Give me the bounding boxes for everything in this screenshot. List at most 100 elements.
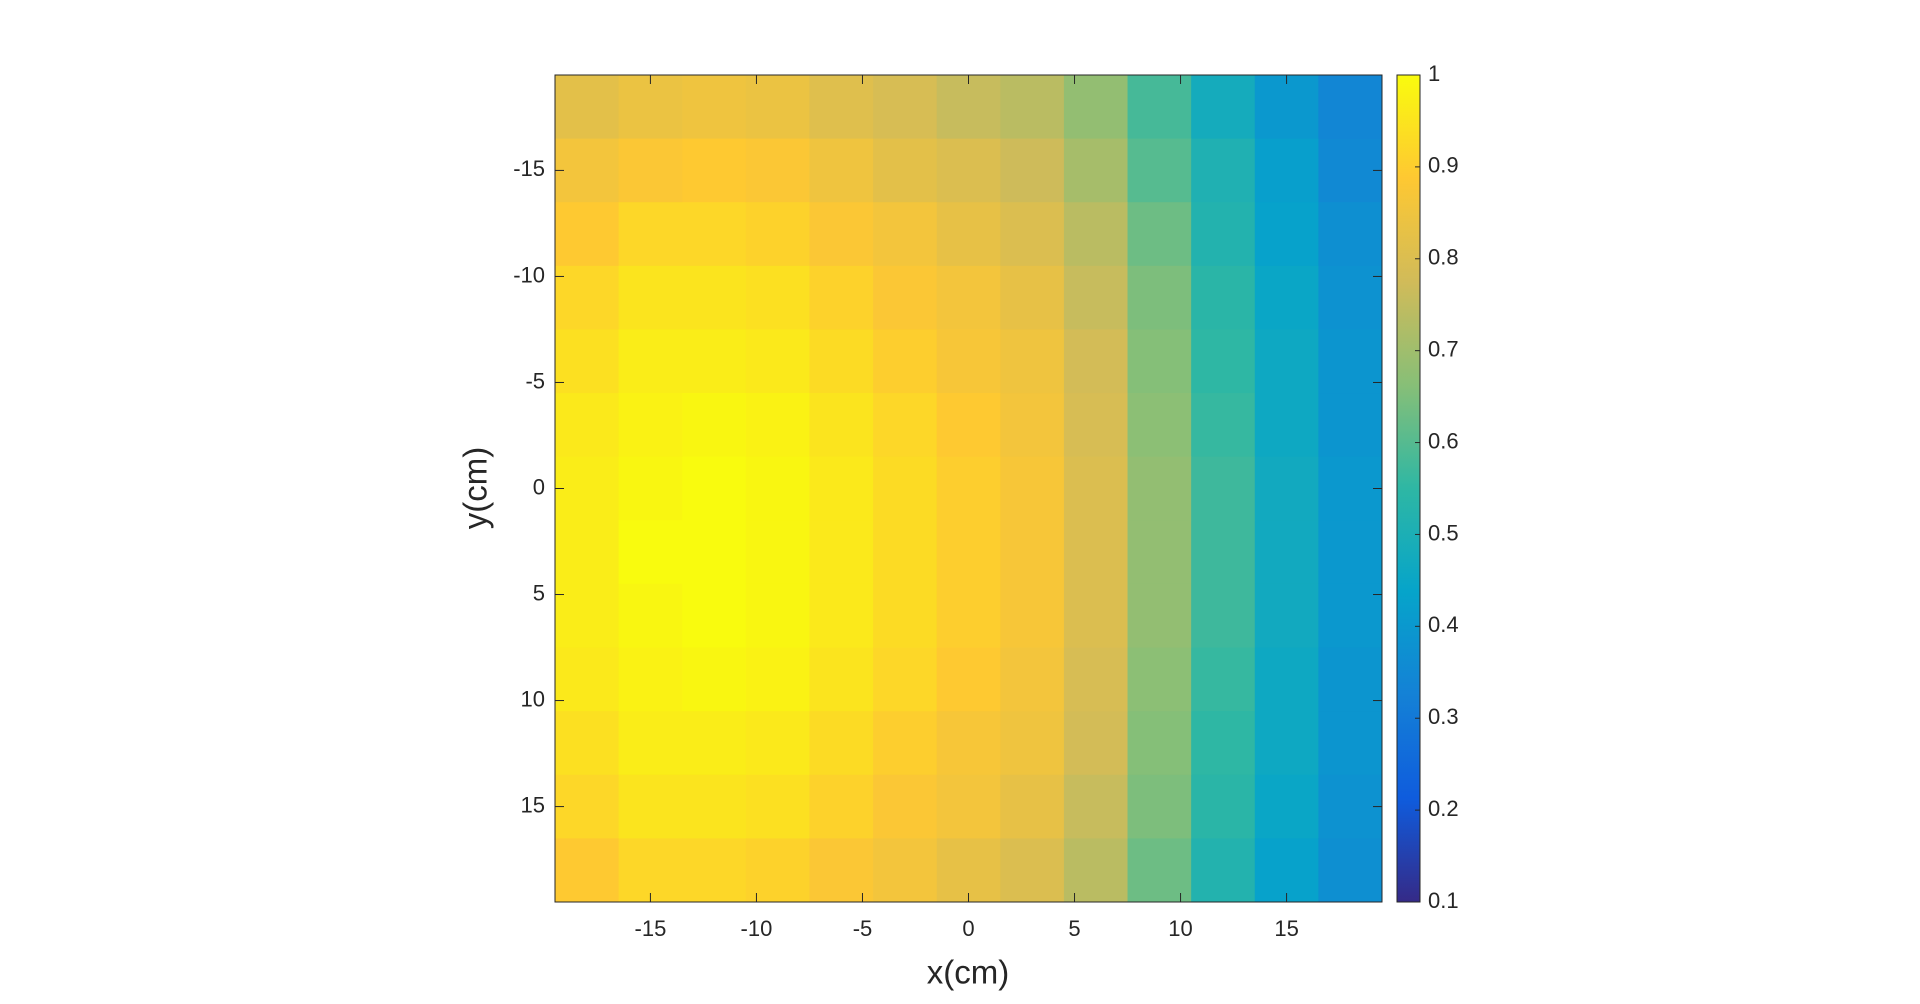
x-tick-label: 0: [962, 916, 974, 941]
heat-cell: [809, 583, 874, 649]
x-tick-label: -5: [853, 916, 873, 941]
heat-cell: [618, 647, 683, 712]
heat-cell: [618, 520, 683, 585]
heat-cell: [1191, 838, 1256, 903]
heat-cell: [618, 329, 683, 394]
heat-cell: [1191, 583, 1256, 649]
heat-cell: [936, 774, 1001, 839]
heat-cell: [809, 711, 874, 776]
y-tick-label: -15: [513, 156, 545, 181]
heat-cell: [936, 583, 1001, 649]
heat-cell: [682, 774, 747, 839]
heat-cell: [745, 393, 810, 458]
heat-cell: [555, 456, 620, 521]
heat-cell: [1000, 711, 1065, 776]
heat-cell: [1254, 583, 1319, 649]
heat-cell: [873, 329, 938, 394]
heat-cell: [1191, 393, 1256, 458]
heat-cell: [1254, 774, 1319, 839]
heat-cell: [1063, 838, 1129, 903]
y-tick-label: 0: [533, 474, 545, 499]
heat-cell: [745, 202, 810, 267]
heat-cell: [682, 583, 747, 649]
heat-cell: [1318, 520, 1383, 585]
colorbar-tick-label: 0.3: [1428, 704, 1459, 729]
heat-cell: [555, 647, 620, 712]
heat-cell: [809, 75, 874, 140]
heat-cell: [682, 838, 747, 903]
heat-cell: [1254, 711, 1319, 776]
heat-cell: [682, 647, 747, 712]
heat-cell: [1318, 265, 1383, 330]
heat-cell: [1063, 456, 1129, 521]
heat-cell: [936, 456, 1001, 521]
x-tick-label: -10: [741, 916, 773, 941]
heat-cell: [1063, 138, 1129, 203]
heat-cell: [682, 265, 747, 330]
heat-cell: [1000, 583, 1065, 649]
heat-cell: [1318, 647, 1383, 712]
colorbar-tick-label: 0.6: [1428, 428, 1459, 453]
heat-cell: [1254, 265, 1319, 330]
heat-cell: [1318, 138, 1383, 203]
heat-cell: [936, 711, 1001, 776]
heat-cell: [1191, 202, 1256, 267]
x-tick-label: -15: [635, 916, 667, 941]
heat-cell: [745, 711, 810, 776]
heat-cell: [873, 456, 938, 521]
heat-cell: [618, 456, 683, 521]
heat-cell: [1063, 393, 1129, 458]
heat-cell: [682, 711, 747, 776]
heat-cell: [1318, 393, 1383, 458]
heat-cell: [809, 138, 874, 203]
heat-cell: [1318, 75, 1383, 140]
heat-cell: [618, 202, 683, 267]
heat-cell: [873, 583, 938, 649]
heat-cell: [745, 647, 810, 712]
heat-cell: [1063, 774, 1129, 839]
heat-cell: [1000, 520, 1065, 585]
heat-cell: [682, 75, 747, 140]
heat-cell: [1000, 456, 1065, 521]
heat-cell: [1127, 456, 1192, 521]
heat-cell: [618, 583, 683, 649]
y-axis-label: y(cm): [457, 447, 494, 529]
heat-cell: [1318, 711, 1383, 776]
colorbar-tick-label: 0.2: [1428, 796, 1459, 821]
heat-cell: [809, 265, 874, 330]
heat-cell: [1191, 138, 1256, 203]
heat-cell: [1318, 774, 1383, 839]
heat-cell: [936, 647, 1001, 712]
heat-cell: [873, 138, 938, 203]
heat-cell: [555, 711, 620, 776]
heat-cell: [1127, 583, 1192, 649]
heat-cell: [1127, 711, 1192, 776]
y-tick-label: 5: [533, 580, 545, 605]
heat-cell: [745, 329, 810, 394]
heat-cell: [936, 329, 1001, 394]
heat-cell: [1254, 838, 1319, 903]
heat-cell: [745, 838, 810, 903]
heat-cell: [873, 711, 938, 776]
x-axis-label: x(cm): [927, 954, 1009, 991]
heat-cell: [1254, 456, 1319, 521]
heat-cell: [809, 393, 874, 458]
heat-cell: [1254, 75, 1319, 140]
heat-cell: [682, 138, 747, 203]
heat-cell: [618, 265, 683, 330]
heat-cell: [1127, 838, 1192, 903]
colorbar-tick-label: 0.9: [1428, 153, 1459, 178]
heat-cell: [745, 774, 810, 839]
heat-cell: [1318, 329, 1383, 394]
heat-cell: [809, 838, 874, 903]
heat-cell: [1127, 75, 1192, 140]
heatmap-cells: [555, 75, 1383, 903]
colorbar-tick-label: 0.8: [1428, 245, 1459, 270]
heat-cell: [1127, 202, 1192, 267]
y-tick-label: 15: [521, 792, 545, 817]
heat-cell: [745, 138, 810, 203]
heat-cell: [1254, 647, 1319, 712]
heat-cell: [1254, 520, 1319, 585]
heat-cell: [555, 202, 620, 267]
heat-cell: [1191, 711, 1256, 776]
